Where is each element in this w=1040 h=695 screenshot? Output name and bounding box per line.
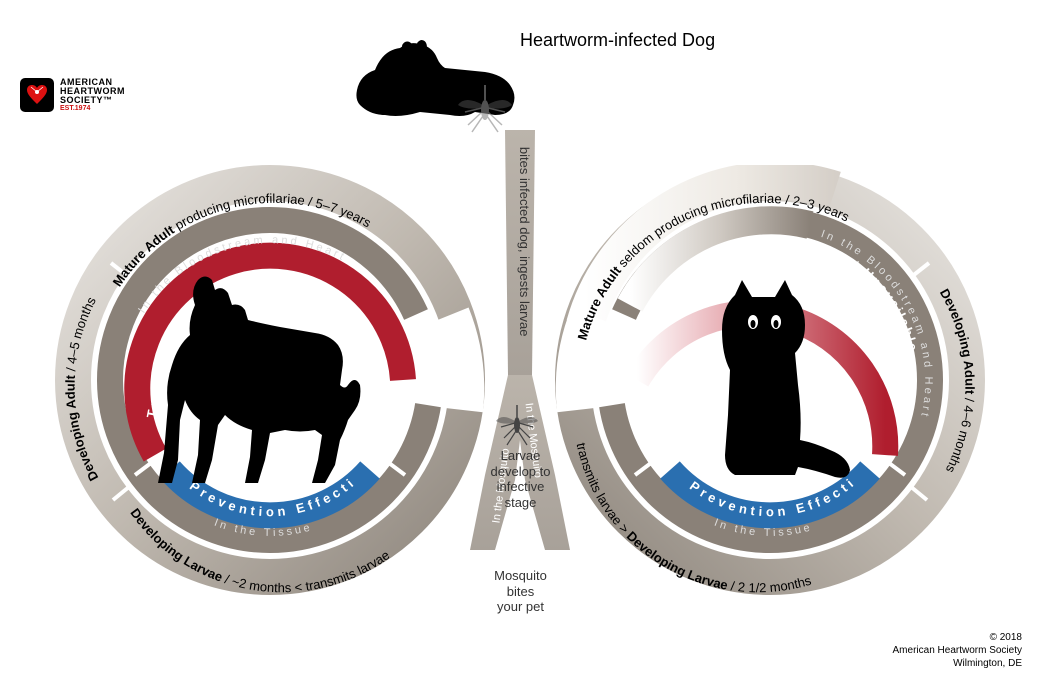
larvae-develop-text: Larvae develop to infective stage	[483, 448, 558, 510]
logo-line3: SOCIETY™	[60, 96, 125, 105]
copyright: © 2018 American Heartworm Society Wilmin…	[893, 631, 1022, 670]
cat-cycle-circle: Mature Adult seldom producing microfilar…	[555, 165, 985, 595]
logo: AMERICAN HEARTWORM SOCIETY™ EST.1974	[20, 78, 125, 112]
logo-text: AMERICAN HEARTWORM SOCIETY™ EST.1974	[60, 78, 125, 112]
heart-mosquito-icon	[25, 83, 49, 107]
logo-icon	[20, 78, 54, 112]
logo-est: EST.1974	[60, 105, 125, 112]
mosquito-bites-text: Mosquito bites your pet	[488, 568, 553, 615]
mosquito-center-icon	[490, 395, 545, 450]
standing-dog-silhouette	[150, 265, 380, 490]
title-heartworm-dog: Heartworm-infected Dog	[520, 30, 715, 51]
dog-cycle-circle: Mature Adult producing microfilariae / 5…	[55, 165, 485, 595]
connector-bites-text: bites infected dog, ingests larvae	[517, 147, 532, 337]
cat-silhouette	[680, 275, 855, 485]
